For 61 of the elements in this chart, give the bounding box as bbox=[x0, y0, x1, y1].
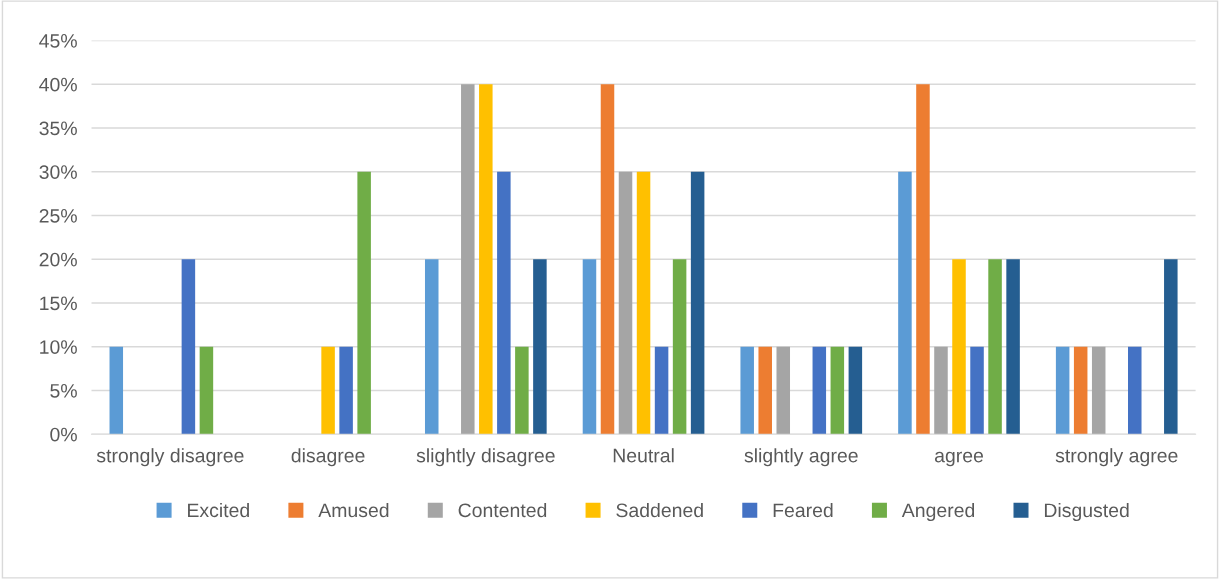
x-tick-label: slightly agree bbox=[744, 448, 858, 467]
bar bbox=[636, 171, 651, 435]
bar bbox=[479, 84, 493, 435]
legend-label: Angered bbox=[901, 502, 975, 522]
bar bbox=[600, 84, 615, 435]
bar bbox=[181, 259, 196, 435]
y-tick-label: 35% bbox=[39, 121, 77, 136]
legend-label: Amused bbox=[318, 502, 389, 518]
bar bbox=[582, 259, 597, 435]
bar bbox=[776, 346, 791, 435]
legend-label: Contented bbox=[458, 502, 547, 518]
bar bbox=[690, 171, 705, 435]
bar bbox=[1164, 259, 1178, 435]
legend-label: Saddened bbox=[616, 502, 703, 518]
bar bbox=[515, 346, 529, 435]
y-tick-label: 30% bbox=[39, 165, 77, 180]
bar bbox=[672, 259, 687, 435]
legend-label: Excited bbox=[188, 502, 249, 518]
y-tick-label: 5% bbox=[50, 384, 77, 398]
x-tick-label: strongly agree bbox=[1055, 448, 1178, 467]
y-tick-label: 0% bbox=[50, 427, 77, 442]
bar bbox=[1091, 346, 1106, 435]
y-tick-label: 20% bbox=[39, 252, 77, 267]
bar bbox=[1006, 259, 1020, 435]
bar bbox=[461, 84, 475, 435]
bar bbox=[618, 171, 633, 435]
bar bbox=[916, 84, 930, 435]
bar bbox=[339, 346, 353, 435]
bar bbox=[848, 346, 863, 435]
y-tick-label: 45% bbox=[39, 34, 77, 48]
y-tick-label: 10% bbox=[40, 340, 77, 354]
bar bbox=[1128, 346, 1142, 435]
bar bbox=[830, 346, 845, 435]
bar bbox=[758, 346, 772, 435]
bar bbox=[934, 346, 948, 435]
bar bbox=[199, 346, 214, 435]
bar bbox=[357, 171, 371, 435]
x-tick-label: agree bbox=[934, 451, 984, 467]
bar bbox=[1073, 346, 1088, 435]
x-tick-label: Neutral bbox=[613, 448, 674, 463]
y-tick-label: 15% bbox=[40, 296, 77, 311]
bar bbox=[812, 346, 827, 435]
x-tick-label: strongly disagree bbox=[96, 448, 244, 467]
bar bbox=[970, 346, 984, 435]
legend-label: Disgusted bbox=[1044, 502, 1129, 522]
bar bbox=[497, 171, 511, 435]
bar bbox=[654, 346, 669, 435]
bar bbox=[424, 259, 439, 435]
x-tick-label: disagree bbox=[291, 448, 365, 467]
legend-label: Feared bbox=[773, 502, 833, 518]
bar bbox=[988, 259, 1002, 435]
x-tick-label: slightly disagree bbox=[416, 448, 555, 467]
bar bbox=[321, 346, 335, 435]
y-tick-label: 25% bbox=[39, 208, 77, 223]
bar bbox=[898, 171, 912, 435]
bar bbox=[109, 346, 124, 435]
bar bbox=[740, 346, 754, 435]
y-tick-label: 40% bbox=[39, 77, 77, 92]
bar bbox=[533, 259, 547, 435]
bar bbox=[1055, 346, 1070, 435]
bar bbox=[952, 259, 966, 435]
